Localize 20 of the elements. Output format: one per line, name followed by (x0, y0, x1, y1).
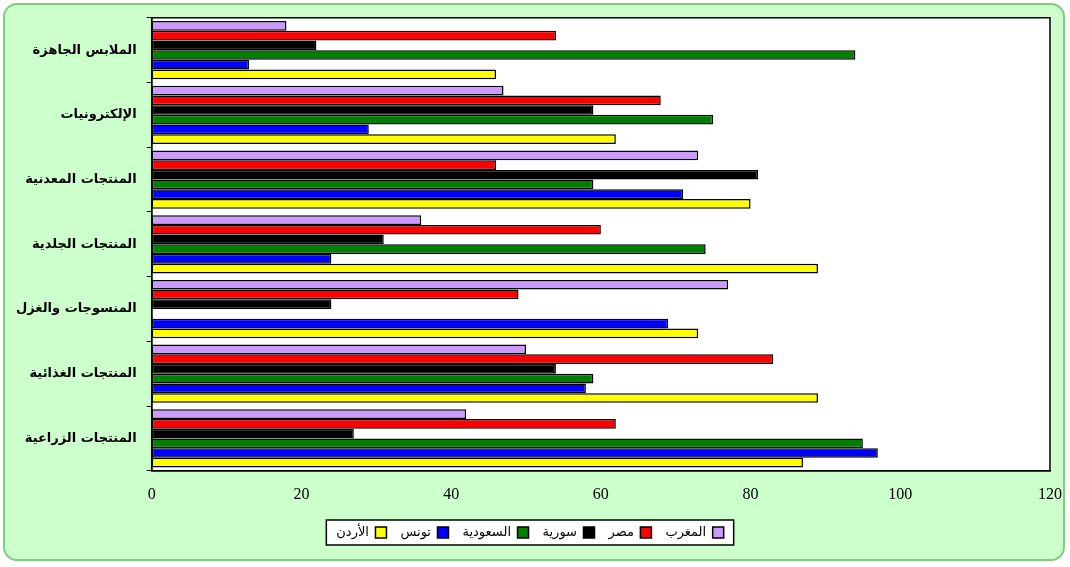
y-tick-label: المنسوجات والغزل (16, 300, 137, 316)
x-tick-label: 80 (742, 484, 759, 502)
legend-label: المغرب (665, 523, 707, 540)
y-tick-label: المنتجات المعدنية (25, 170, 137, 186)
legend-label: مصر (607, 523, 634, 540)
x-tick-label: 100 (888, 484, 913, 502)
legend-label: تونس (400, 523, 432, 540)
y-tick-label: الملابس الجاهزة (32, 41, 137, 57)
x-tick-label: 0 (147, 484, 156, 502)
x-tick-label: 40 (443, 484, 460, 502)
y-tick-label: المنتجات الغذائية (29, 365, 137, 381)
legend-label: السعودية (462, 523, 512, 540)
x-tick-label: 60 (592, 484, 609, 502)
legend-label: الأردن (336, 522, 369, 540)
legend-label: سورية (542, 523, 577, 540)
y-tick-label: المنتجات الجلدية (31, 235, 137, 251)
y-tick-label: المنتجات الزراعية (24, 429, 137, 445)
x-tick-label: 20 (293, 484, 310, 502)
y-tick-label: الإلكترونيات (60, 106, 137, 122)
x-tick-label: 120 (1038, 484, 1062, 502)
